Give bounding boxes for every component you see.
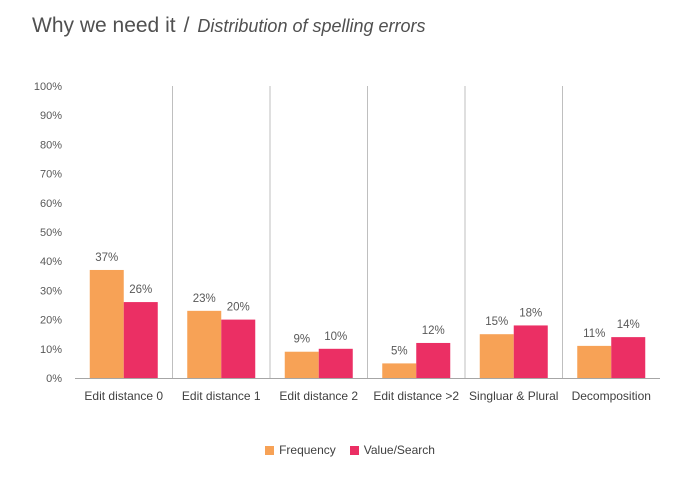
y-tick-label: 100%	[34, 81, 62, 93]
y-tick-label: 70%	[40, 169, 62, 181]
data-label: 18%	[519, 307, 542, 319]
data-label: 26%	[129, 284, 152, 296]
data-label: 9%	[293, 334, 310, 346]
legend-swatch-frequency	[265, 445, 275, 455]
legend-item-frequency: Frequency	[265, 443, 336, 457]
y-tick-label: 50%	[40, 227, 62, 239]
y-tick-label: 0%	[46, 373, 62, 385]
x-category-label: Edit distance 1	[182, 389, 261, 403]
data-label: 20%	[227, 302, 250, 314]
legend-label-value-search: Value/Search	[363, 443, 435, 457]
bar-frequency	[187, 310, 222, 378]
bar-frequency	[479, 334, 514, 378]
legend-swatch-value-search	[349, 445, 359, 455]
y-tick-label: 90%	[40, 110, 62, 122]
data-label: 10%	[324, 331, 347, 343]
bar-frequency	[382, 363, 417, 378]
data-label: 11%	[583, 328, 605, 340]
legend: Frequency Value/Search	[0, 443, 700, 457]
bar-value-search	[123, 302, 158, 378]
x-category-label: Edit distance >2	[373, 389, 459, 403]
chart-title: Why we need it / Distribution of spelling …	[32, 14, 426, 38]
title-main: Why we need it	[32, 14, 176, 37]
bar-value-search	[416, 342, 451, 378]
y-tick-label: 10%	[40, 344, 62, 356]
y-tick-label: 40%	[40, 256, 62, 268]
x-category-label: Edit distance 0	[84, 389, 163, 403]
x-category-label: Singluar & Plural	[469, 389, 558, 403]
x-category-label: Decomposition	[572, 389, 651, 403]
x-category-label: Edit distance 2	[279, 389, 358, 403]
data-label: 14%	[617, 319, 640, 331]
data-label: 5%	[391, 345, 408, 357]
y-tick-label: 20%	[40, 315, 62, 327]
bar-frequency	[89, 269, 124, 378]
data-label: 12%	[422, 325, 445, 337]
legend-label-frequency: Frequency	[279, 443, 336, 457]
bar-value-search	[318, 348, 353, 378]
bar-frequency	[577, 345, 612, 378]
bar-chart: 0% 10% 20% 30% 40% 50% 60% 70% 80% 90% 100% 37% 26% E…	[34, 81, 660, 403]
bar-value-search	[513, 325, 548, 378]
y-tick-label: 80%	[40, 139, 62, 151]
y-tick-label: 30%	[40, 285, 62, 297]
data-label: 23%	[193, 293, 216, 305]
bar-value-search	[611, 337, 646, 378]
data-label: 37%	[95, 252, 118, 264]
legend-item-value-search: Value/Search	[349, 443, 435, 457]
y-tick-label: 60%	[40, 198, 62, 210]
data-label: 15%	[485, 316, 508, 328]
bar-value-search	[221, 319, 256, 378]
bar-frequency	[284, 351, 319, 378]
title-separator: /	[183, 14, 190, 37]
title-subtitle: Distribution of spelling errors	[197, 16, 426, 36]
